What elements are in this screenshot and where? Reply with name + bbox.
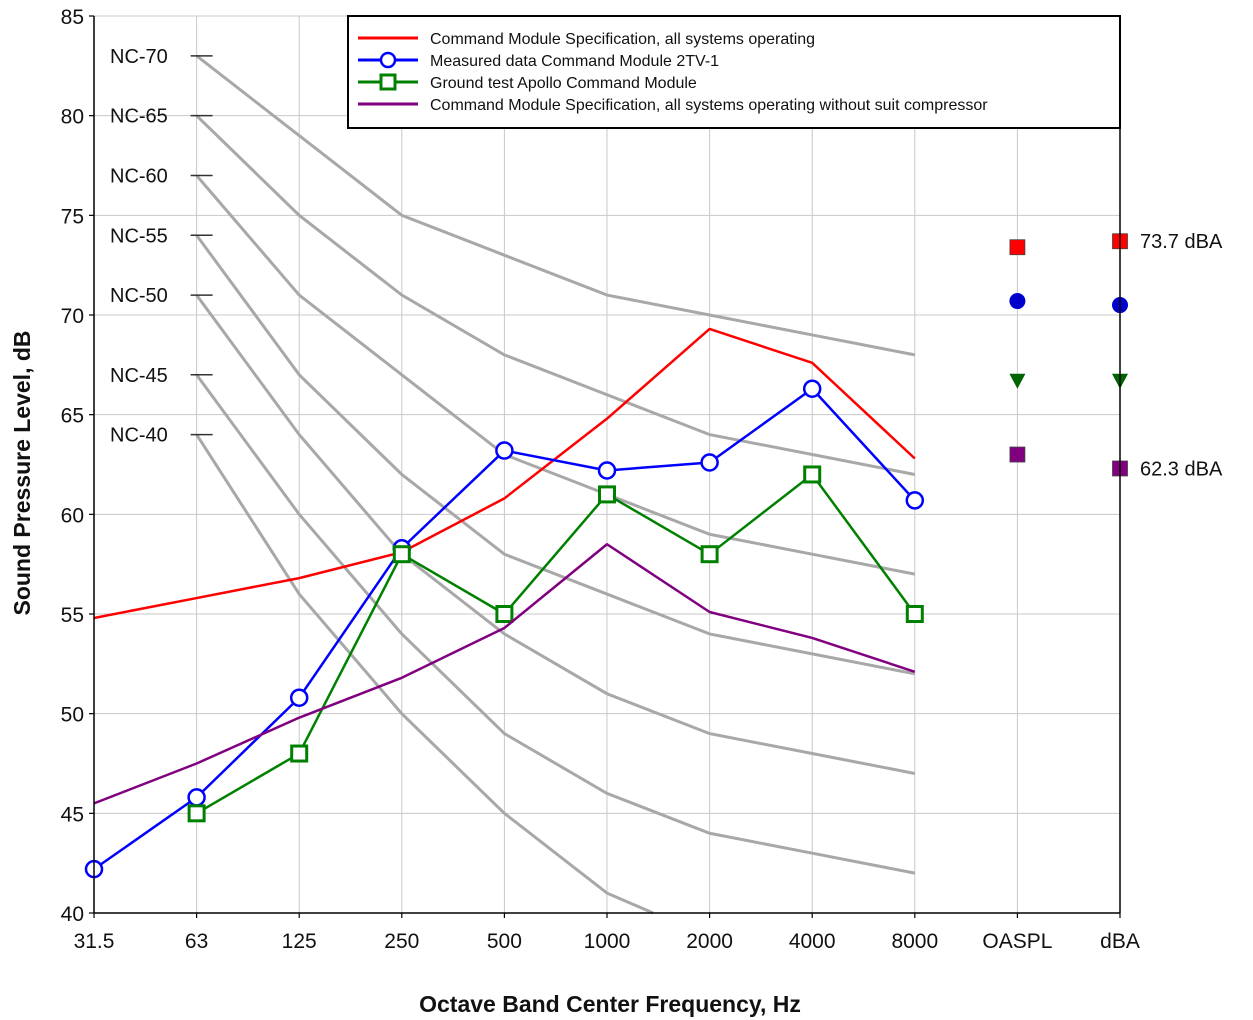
x-tick-label: OASPL bbox=[982, 930, 1052, 953]
legend-entry-label: Command Module Specification, all system… bbox=[430, 31, 815, 48]
legend-box bbox=[347, 15, 1121, 129]
y-tick-label: 65 bbox=[61, 405, 84, 428]
point-marker bbox=[187, 804, 206, 823]
point-marker bbox=[700, 545, 719, 564]
point-marker bbox=[1009, 373, 1026, 389]
nc-curve bbox=[195, 174, 916, 576]
point-marker bbox=[802, 379, 822, 399]
series-line bbox=[93, 327, 916, 620]
x-tick-label: 1000 bbox=[584, 930, 631, 953]
point-marker bbox=[905, 491, 925, 510]
nc-curve bbox=[195, 114, 916, 476]
y-axis-title: Sound Pressure Level, dB bbox=[9, 330, 35, 615]
point-marker bbox=[597, 461, 617, 480]
legend-swatch-marker bbox=[379, 51, 397, 69]
nc-label: NC-60 bbox=[110, 165, 168, 187]
nc-curve bbox=[195, 433, 654, 915]
x-axis-title: Octave Band Center Frequency, Hz bbox=[419, 991, 801, 1017]
nc-label: NC-65 bbox=[110, 106, 168, 128]
nc-label: NC-50 bbox=[110, 285, 168, 307]
y-tick-label: 45 bbox=[61, 803, 84, 826]
point-marker bbox=[905, 605, 924, 623]
x-tick-label: 63 bbox=[185, 930, 208, 953]
legend-entry-label: Measured data Command Module 2TV-1 bbox=[430, 53, 719, 70]
dba-value-label: 62.3 dBA bbox=[1140, 458, 1223, 480]
summary-points: 73.7 dBA 62.3 dBA bbox=[1009, 231, 1223, 480]
x-tick-label: 8000 bbox=[891, 930, 938, 953]
nc-label: NC-70 bbox=[110, 46, 168, 68]
nc-curve bbox=[195, 234, 916, 676]
point-marker bbox=[290, 744, 309, 763]
point-marker bbox=[495, 605, 514, 623]
x-tick-label: 125 bbox=[282, 930, 317, 953]
point-marker bbox=[1009, 239, 1026, 256]
x-tick-label: 250 bbox=[384, 930, 419, 953]
axes: 40 45 50 55 60 65 70 75 80 85 31.5 63 125 250 500 1000 2… bbox=[61, 6, 1140, 953]
nc-curve bbox=[195, 54, 916, 357]
y-tick-label: 60 bbox=[61, 504, 84, 527]
point-marker bbox=[803, 465, 822, 484]
nc-label: NC-55 bbox=[110, 225, 168, 247]
y-tick-label: 80 bbox=[61, 106, 84, 129]
legend-entry-label: Ground test Apollo Command Module bbox=[430, 75, 697, 92]
legend-swatch-marker bbox=[379, 73, 397, 91]
y-tick-label: 50 bbox=[61, 704, 84, 727]
series-line bbox=[195, 473, 916, 815]
x-tick-label: 4000 bbox=[789, 930, 836, 953]
point-marker bbox=[700, 453, 719, 472]
point-marker bbox=[1009, 293, 1026, 310]
nc-label: NC-45 bbox=[110, 365, 168, 387]
y-tick-label: 40 bbox=[61, 903, 84, 926]
data-series bbox=[84, 327, 925, 879]
point-marker bbox=[495, 441, 514, 460]
legend: Command Module Specification, all system… bbox=[347, 15, 1121, 129]
y-tick-label: 70 bbox=[61, 305, 84, 328]
point-marker bbox=[187, 788, 206, 807]
point-marker bbox=[598, 485, 616, 504]
x-tick-label: 31.5 bbox=[74, 930, 115, 953]
nc-curve bbox=[195, 373, 916, 875]
point-marker bbox=[1009, 446, 1026, 463]
nc-label: NC-40 bbox=[110, 425, 168, 447]
dba-value-label: 73.7 dBA bbox=[1140, 231, 1223, 253]
y-tick-label: 85 bbox=[61, 6, 84, 29]
point-marker bbox=[289, 688, 309, 707]
x-tick-label: 2000 bbox=[686, 930, 733, 953]
nc-curve bbox=[195, 294, 916, 775]
x-tick-label: dBA bbox=[1100, 930, 1140, 953]
nc-curves: NC-70 NC-65 NC-60 NC-55 NC-50 NC-45 NC-40 bbox=[110, 46, 916, 915]
series-line bbox=[93, 542, 916, 805]
x-tick-label: 500 bbox=[487, 930, 522, 953]
y-tick-label: 55 bbox=[61, 604, 84, 627]
point-marker bbox=[392, 545, 411, 564]
y-tick-label: 75 bbox=[61, 205, 84, 228]
legend-entry-label: Command Module Specification, all system… bbox=[430, 97, 988, 114]
